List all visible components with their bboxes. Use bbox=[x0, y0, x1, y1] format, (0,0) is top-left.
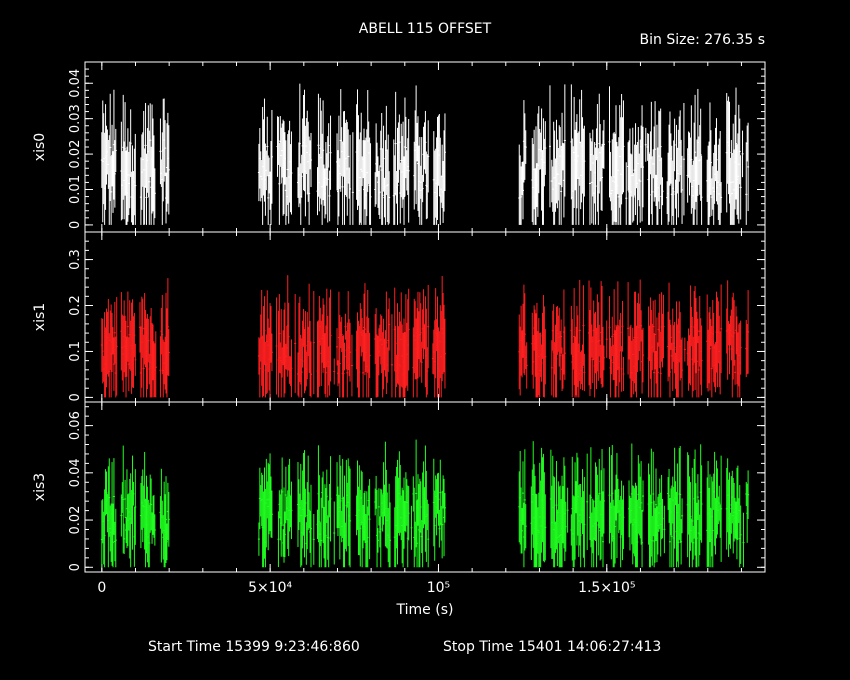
x-tick-label: 0 bbox=[97, 580, 106, 596]
y-tick-label: 0 bbox=[68, 393, 83, 401]
series-xis1 bbox=[100, 275, 750, 398]
y-tick-label: 0.06 bbox=[68, 411, 83, 440]
panel-xis3: 0 0.02 0.04 0.06 xis3 bbox=[32, 401, 766, 573]
y-tick-label: 0.04 bbox=[68, 458, 83, 487]
y-axis-label-xis1: xis1 bbox=[32, 303, 48, 331]
y-tick-label: 0 bbox=[68, 221, 83, 229]
y-tick-label: 0.1 bbox=[68, 341, 83, 362]
series-xis0 bbox=[100, 83, 750, 225]
panel-frame bbox=[84, 401, 766, 573]
y-tick-label: 0.02 bbox=[68, 140, 83, 169]
x-axis-label: Time (s) bbox=[396, 602, 454, 618]
series-xis3 bbox=[100, 439, 750, 568]
y-tick-label: 0.01 bbox=[68, 175, 83, 204]
x-tick-label: 5×10⁴ bbox=[248, 580, 292, 596]
start-time: Start Time 15399 9:23:46:860 bbox=[148, 639, 360, 655]
y-tick-label: 0.04 bbox=[68, 69, 83, 98]
bin-size-label: Bin Size: 276.35 s bbox=[640, 32, 765, 48]
y-tick-label: 0.3 bbox=[68, 249, 83, 270]
y-axis-label-xis0: xis0 bbox=[32, 133, 48, 161]
y-tick-label: 0 bbox=[68, 563, 83, 571]
y-tick-label: 0.2 bbox=[68, 295, 83, 316]
y-tick-label: 0.03 bbox=[68, 104, 83, 133]
panels-group: 0 0.01 0.02 0.03 0.04 xis0 0 0.1 0.2 0.3 xis1 0 0.02… bbox=[32, 61, 766, 573]
chart-title: ABELL 115 OFFSET bbox=[359, 21, 492, 37]
x-tick-label: 1.5×10⁵ bbox=[578, 580, 635, 596]
stop-time: Stop Time 15401 14:06:27:413 bbox=[443, 639, 661, 655]
x-tick-label: 10⁵ bbox=[427, 580, 450, 596]
y-axis-label-xis3: xis3 bbox=[32, 473, 48, 501]
panel-xis0: 0 0.01 0.02 0.03 0.04 xis0 bbox=[32, 61, 766, 233]
y-tick-label: 0.02 bbox=[68, 506, 83, 535]
panel-xis1: 0 0.1 0.2 0.3 xis1 bbox=[32, 231, 766, 403]
x-axis: 0 5×10⁴ 10⁵ 1.5×10⁵ bbox=[97, 580, 635, 596]
